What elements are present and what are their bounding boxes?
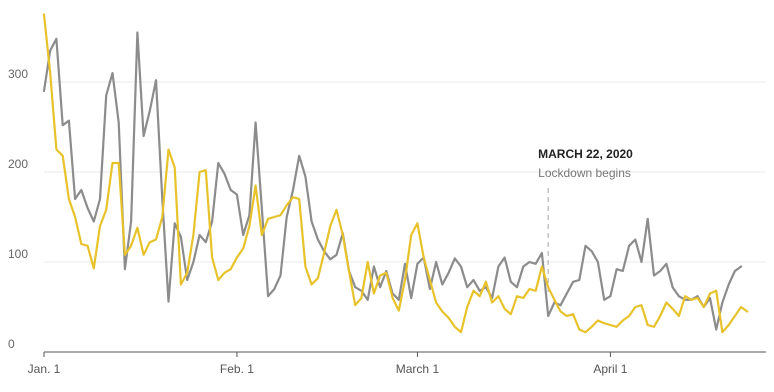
y-tick-label: 100 (8, 247, 28, 261)
axes: 0 100 200 300 Jan. 1 Feb. 1 March 1 April 1 (8, 67, 766, 376)
y-tick-label: 300 (8, 67, 28, 81)
series-line-2 (42, 13, 749, 334)
annotation-title: MARCH 22, 2020 (538, 147, 633, 161)
gridlines (44, 81, 766, 263)
series-lines (42, 13, 749, 334)
series-line-1 (42, 31, 743, 331)
lockdown-annotation: MARCH 22, 2020 Lockdown begins (538, 147, 633, 296)
x-tick-label: March 1 (396, 362, 440, 376)
y-tick-label: 200 (8, 157, 28, 171)
x-tick-label: April 1 (593, 362, 627, 376)
x-tick-label: Feb. 1 (220, 362, 254, 376)
x-tick-label: Jan. 1 (28, 362, 61, 376)
y-tick-label: 0 (8, 337, 15, 351)
annotation-subtitle: Lockdown begins (538, 166, 631, 180)
